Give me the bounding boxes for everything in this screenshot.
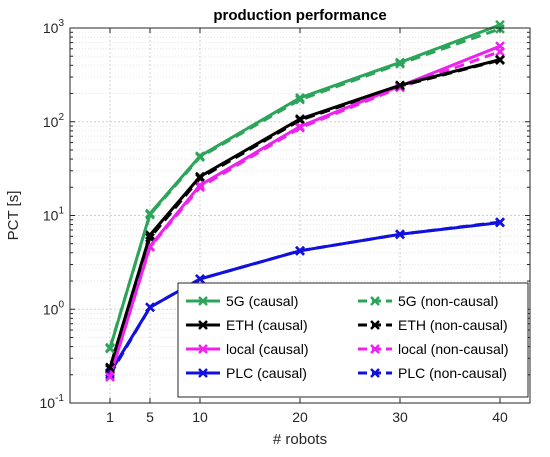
legend-item: ETH (non-causal)	[358, 317, 508, 333]
legend-item: local (causal)	[186, 341, 308, 357]
data-point	[195, 274, 205, 284]
series-line	[108, 23, 501, 350]
legend-box	[177, 282, 529, 398]
data-point	[295, 245, 305, 256]
data-point	[198, 296, 208, 306]
data-point	[295, 92, 305, 103]
legend-label: local (non-causal)	[398, 341, 509, 357]
ticks: 10-1 100 101 102 103 1 5 10 20 30 40	[40, 18, 530, 425]
data-point	[195, 180, 205, 191]
legend-item: PLC (non-causal)	[358, 365, 507, 381]
legend-item: local (non-causal)	[358, 341, 509, 357]
data-point	[105, 371, 115, 382]
data-point	[145, 208, 155, 219]
legend: 5G (causal) ETH (causal) local (causal) PLC…	[177, 282, 529, 398]
series-line	[108, 221, 501, 374]
data-point	[395, 229, 405, 240]
legend-label: 5G (causal)	[226, 293, 298, 309]
series-line	[108, 58, 501, 368]
x-tick-label: 30	[392, 409, 408, 425]
data-point	[495, 217, 505, 228]
data-point	[195, 171, 205, 182]
data-point	[395, 57, 405, 68]
data-point	[198, 344, 208, 354]
data-point	[370, 344, 380, 354]
data-point	[105, 343, 115, 354]
data-point	[395, 80, 405, 91]
data-point	[495, 54, 505, 65]
x-tick-label: 40	[492, 409, 508, 425]
data-point	[370, 296, 380, 306]
legend-label: local (causal)	[226, 341, 308, 357]
y-axis-label: PCT [s]	[5, 191, 22, 241]
data-point	[295, 114, 305, 124]
legend-label: ETH (causal)	[226, 317, 308, 333]
x-tick-label: 5	[146, 409, 154, 425]
data-point	[145, 302, 155, 313]
data-point	[145, 230, 155, 240]
chart-title: production performance	[213, 7, 386, 24]
data-point	[198, 368, 208, 378]
legend-label: PLC (causal)	[226, 365, 307, 381]
x-tick-label: 10	[192, 409, 208, 425]
y-tick-label: 100	[43, 299, 65, 317]
legend-label: PLC (non-causal)	[398, 365, 507, 381]
data-point	[295, 121, 305, 132]
data-point	[195, 151, 205, 161]
data-point	[370, 320, 380, 330]
y-tick-label: 10-1	[40, 393, 65, 411]
data-point	[198, 320, 208, 330]
x-tick-label: 1	[106, 409, 114, 425]
legend-item: PLC (causal)	[186, 365, 307, 381]
data-point	[495, 41, 505, 52]
series-layer	[105, 19, 505, 382]
series-5g-causal	[105, 19, 505, 354]
data-point	[105, 362, 115, 373]
y-tick-label: 103	[43, 18, 65, 36]
legend-item: ETH (causal)	[186, 317, 308, 333]
y-tick-label: 101	[43, 206, 65, 224]
series-line	[108, 44, 501, 378]
legend-label: 5G (non-causal)	[398, 293, 498, 309]
data-point	[370, 368, 380, 378]
x-tick-label: 20	[292, 409, 308, 425]
x-axis-label: # robots	[273, 431, 327, 448]
legend-item: 5G (causal)	[186, 293, 298, 309]
legend-label: ETH (non-causal)	[398, 317, 508, 333]
legend-item: 5G (non-causal)	[358, 293, 498, 309]
y-tick-label: 102	[43, 112, 65, 130]
series-eth-causal	[105, 54, 505, 373]
